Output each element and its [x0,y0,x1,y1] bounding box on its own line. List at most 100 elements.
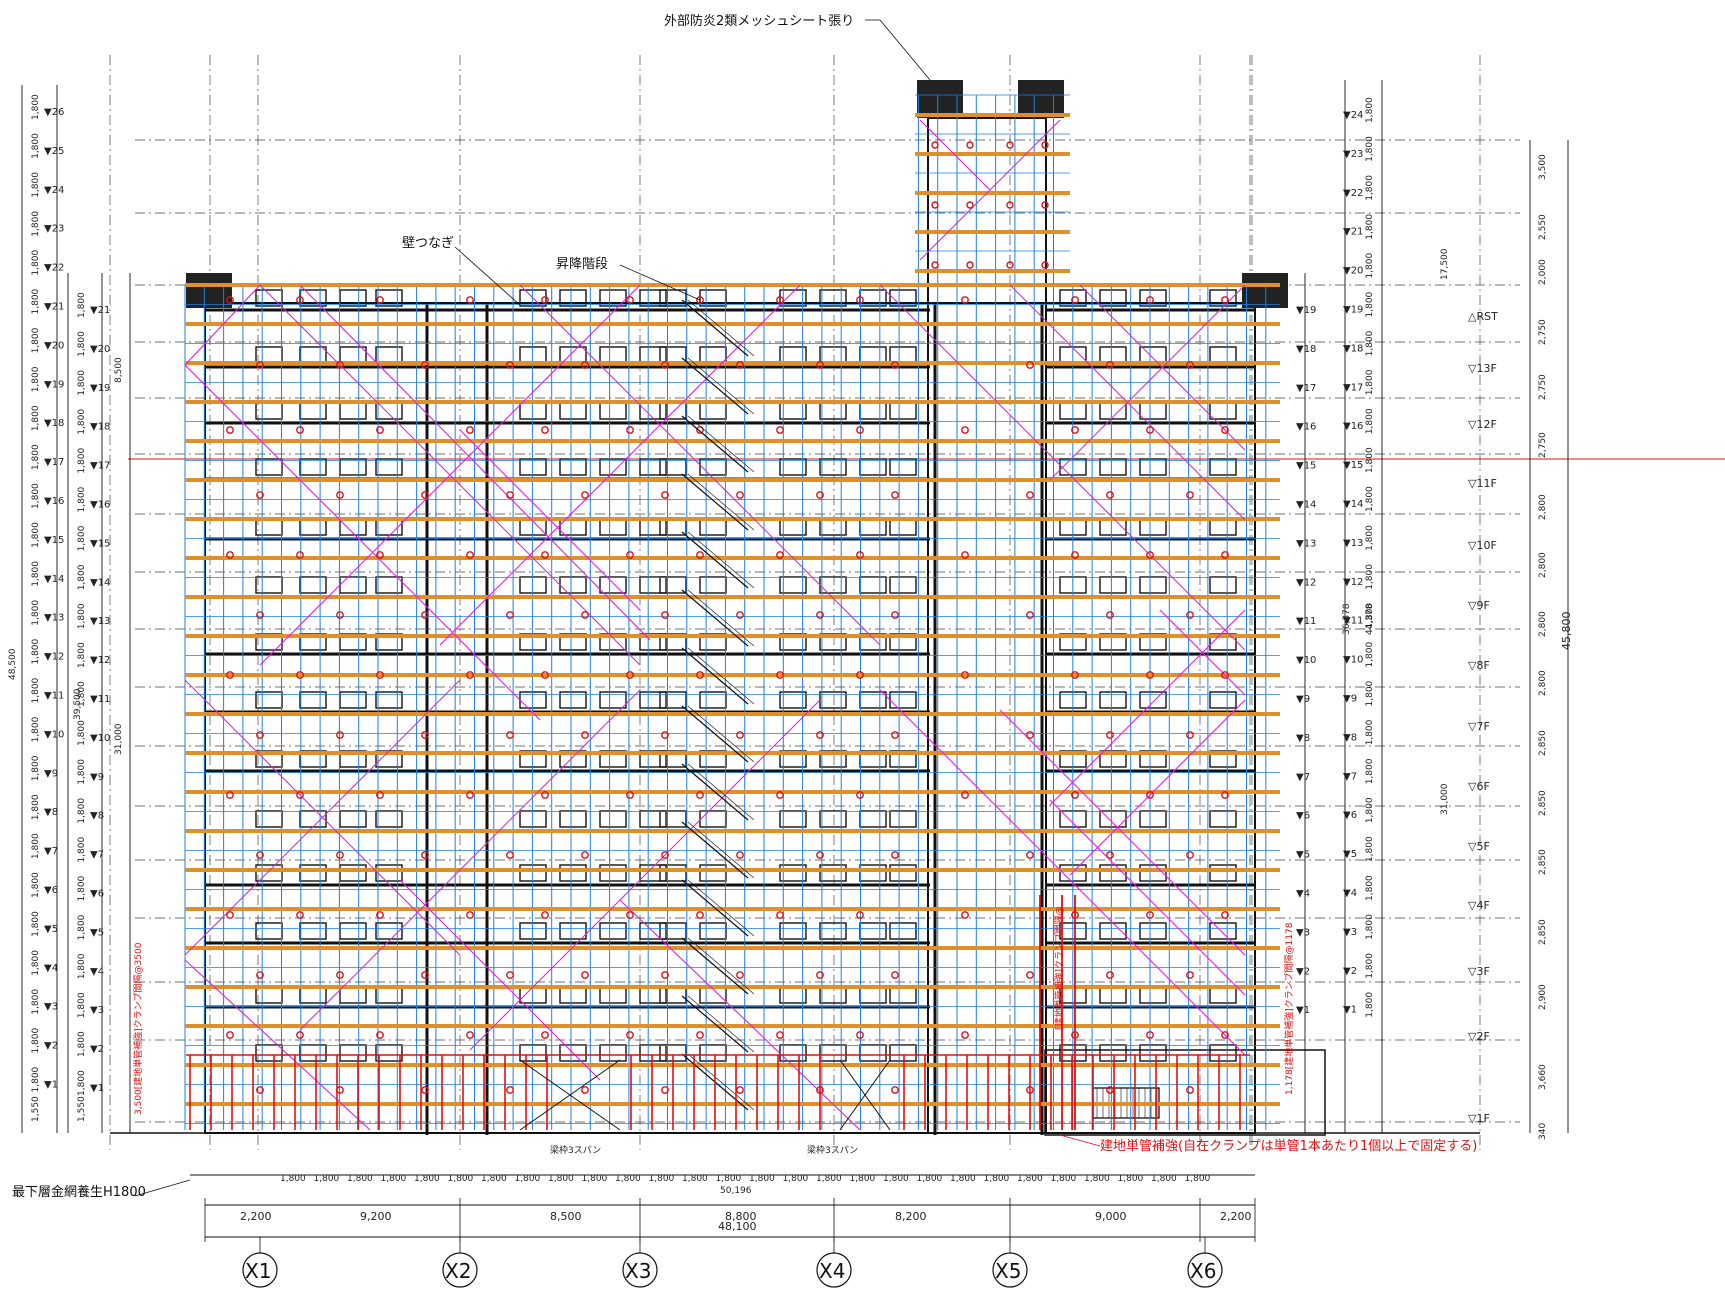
left-stage-height: 1,800 [31,1066,41,1092]
right-stage-number: ▼17 [1296,383,1316,394]
wall-tie-marker [226,426,234,434]
axis-bubble [816,1252,852,1288]
axis-label: X5 [995,1259,1021,1283]
right-outer-stage-height: 1,800 [1365,680,1375,706]
window [375,458,403,476]
wall-tie-marker [336,731,344,739]
wall-tie-marker [1186,971,1194,979]
window [699,864,727,882]
window [299,922,327,940]
window [1139,576,1167,594]
wall-tie-marker [1106,361,1114,369]
wall-tie-marker [1186,361,1194,369]
wall-tie-marker [226,911,234,919]
right-outer-stage-number: ▼13 [1343,538,1363,549]
left-stage-number: ▼22 [44,263,64,274]
stair-flight [687,821,755,879]
right-outer-stage-number: ▼8 [1343,732,1357,743]
diagonal-brace [1069,699,1246,876]
story-height-dim: 2,800 [1538,611,1548,637]
left-stage-height: 1,800 [31,444,41,470]
window [1139,810,1167,828]
window [639,691,667,709]
right-stage-number: ▼14 [1296,500,1316,511]
wall-tie-marker [661,1086,669,1094]
window [339,986,367,1004]
bottom-stage-span: 1,800 [716,1174,742,1184]
left-inner-stage-height: 1,800 [77,603,87,629]
window [659,289,687,307]
right-outer-stage-height: 1,800 [1365,447,1375,473]
story-height-dim: 2,000 [1538,259,1548,285]
wall-tie-marker [776,671,784,679]
window [659,346,687,364]
diagonal-brace [919,119,1061,261]
wall-tie-marker [506,731,514,739]
wall-tie-marker [776,1031,784,1039]
wall-tie-marker [891,971,899,979]
bottom-stage-span: 1,800 [1017,1174,1043,1184]
left-stage-height: 1,800 [31,833,41,859]
window [659,986,687,1004]
right-outer-stage-number: ▼2 [1343,966,1357,977]
column-span-dim: 2,200 [240,1210,272,1223]
right-outer-stage-height: 1,800 [1365,992,1375,1018]
window [859,458,887,476]
window [819,1044,847,1062]
wall-tie-marker [736,361,744,369]
diagonal-brace [184,364,541,721]
wall-tie-marker [506,361,514,369]
scaffold-grid [184,94,1280,1130]
bottom-stage-span: 1,800 [582,1174,608,1184]
window [255,402,283,420]
window [1139,986,1167,1004]
story-height-dim: 2,750 [1538,432,1548,458]
wall-tie-marker [506,491,514,499]
scaffold-plank [185,829,1280,833]
stair-flight [687,705,755,763]
wall-tie-marker [891,491,899,499]
right-stage-number: ▼7 [1296,772,1310,783]
bottom-stage-span: 1,800 [481,1174,507,1184]
window [819,986,847,1004]
right-outer-stage-number: ▼22 [1343,188,1363,199]
bottom-stage-span: 1,800 [749,1174,775,1184]
wall-tie-marker [1071,426,1079,434]
wall-tie-marker [816,731,824,739]
wall-tie-marker [856,1031,864,1039]
window [599,922,627,940]
wall-tie-marker [776,791,784,799]
column-span-dim: 8,200 [895,1210,927,1223]
wall-tie-marker [256,1086,264,1094]
scaffold-plank [185,946,1280,950]
wall-tie-marker [626,1031,634,1039]
wall-tie-marker [296,426,304,434]
window [819,810,847,828]
window [1099,576,1127,594]
wall-tie-marker [541,426,549,434]
wall-tie-marker [1106,971,1114,979]
left-stage-height: 1,800 [31,327,41,353]
left-stage-height: 1,800 [31,639,41,665]
left-stage-number: ▼13 [44,613,64,624]
scaffold-plank [185,1063,1280,1067]
window [375,1044,403,1062]
left-inner-stage-number: ▼3 [90,1005,104,1016]
bottom-stage-span: 1,800 [548,1174,574,1184]
left-stage-height: 1,800 [31,211,41,237]
window [299,289,327,307]
right-stage-number: ▼5 [1296,850,1310,861]
right-outer-stage-number: ▼19 [1343,305,1363,316]
left-stage-number: ▼25 [44,146,64,157]
window [299,691,327,709]
window [1209,691,1237,709]
wall-tie-marker [296,551,304,559]
window [599,1044,627,1062]
window [859,810,887,828]
scaffold-total-span: 50,196 [720,1186,752,1196]
window [859,518,887,536]
axis-bubble [622,1252,658,1288]
wall-tie-marker [466,551,474,559]
window [255,458,283,476]
scaffold-plank [915,269,1070,273]
